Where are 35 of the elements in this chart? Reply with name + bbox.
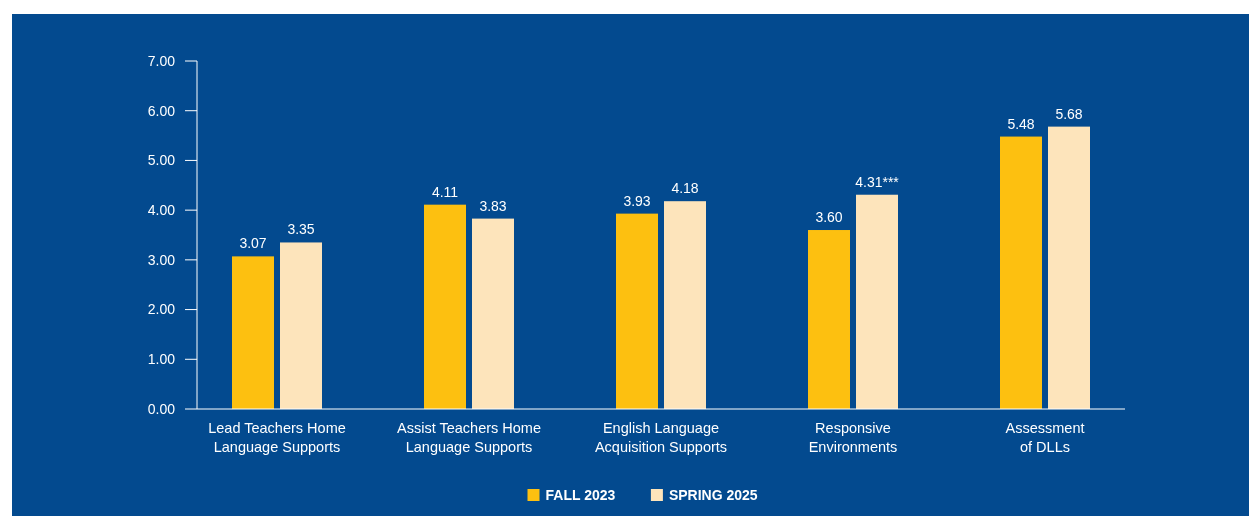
y-tick-label: 5.00 (147, 152, 176, 169)
data-label: 3.93 (623, 192, 651, 209)
y-tick-label: 1.00 (147, 351, 176, 368)
y-tick-label: 2.00 (147, 301, 176, 318)
legend-label: SPRING 2025 (668, 487, 758, 503)
bar (664, 201, 706, 409)
x-tick-label: Assist Teachers Home Language Supports (397, 420, 541, 455)
bar (232, 256, 274, 409)
data-label: 5.48 (1007, 115, 1035, 132)
y-tick-label: 4.00 (147, 202, 176, 219)
data-label: 4.18 (671, 180, 699, 197)
y-tick-label: 6.00 (147, 102, 176, 119)
bar (280, 242, 322, 409)
data-label: 4.31*** (855, 173, 900, 190)
x-tick-label: Lead Teachers Home Language Supports (208, 420, 346, 455)
data-label: 4.11 (431, 183, 459, 200)
y-tick-label: 3.00 (147, 251, 176, 268)
data-label: 3.35 (287, 221, 315, 238)
y-tick-label: 7.00 (147, 52, 176, 69)
data-label: 3.83 (479, 197, 507, 214)
bar (856, 194, 898, 409)
legend-label: FALL 2023 (545, 487, 616, 503)
y-tick-label: 0.00 (147, 400, 176, 417)
bar (1048, 126, 1090, 409)
bar (424, 204, 466, 409)
data-label: 3.07 (239, 235, 267, 252)
bar (472, 218, 514, 409)
bar (808, 230, 850, 409)
x-tick-label: English Language Acquisition Supports (594, 420, 728, 455)
x-tick-label: Responsive Environments (808, 420, 898, 455)
bar (616, 213, 658, 409)
x-tick-label: Assessment of DLLs (1005, 420, 1085, 455)
bar (1000, 136, 1042, 409)
data-label: 5.68 (1055, 105, 1083, 122)
data-label: 3.60 (815, 209, 843, 226)
